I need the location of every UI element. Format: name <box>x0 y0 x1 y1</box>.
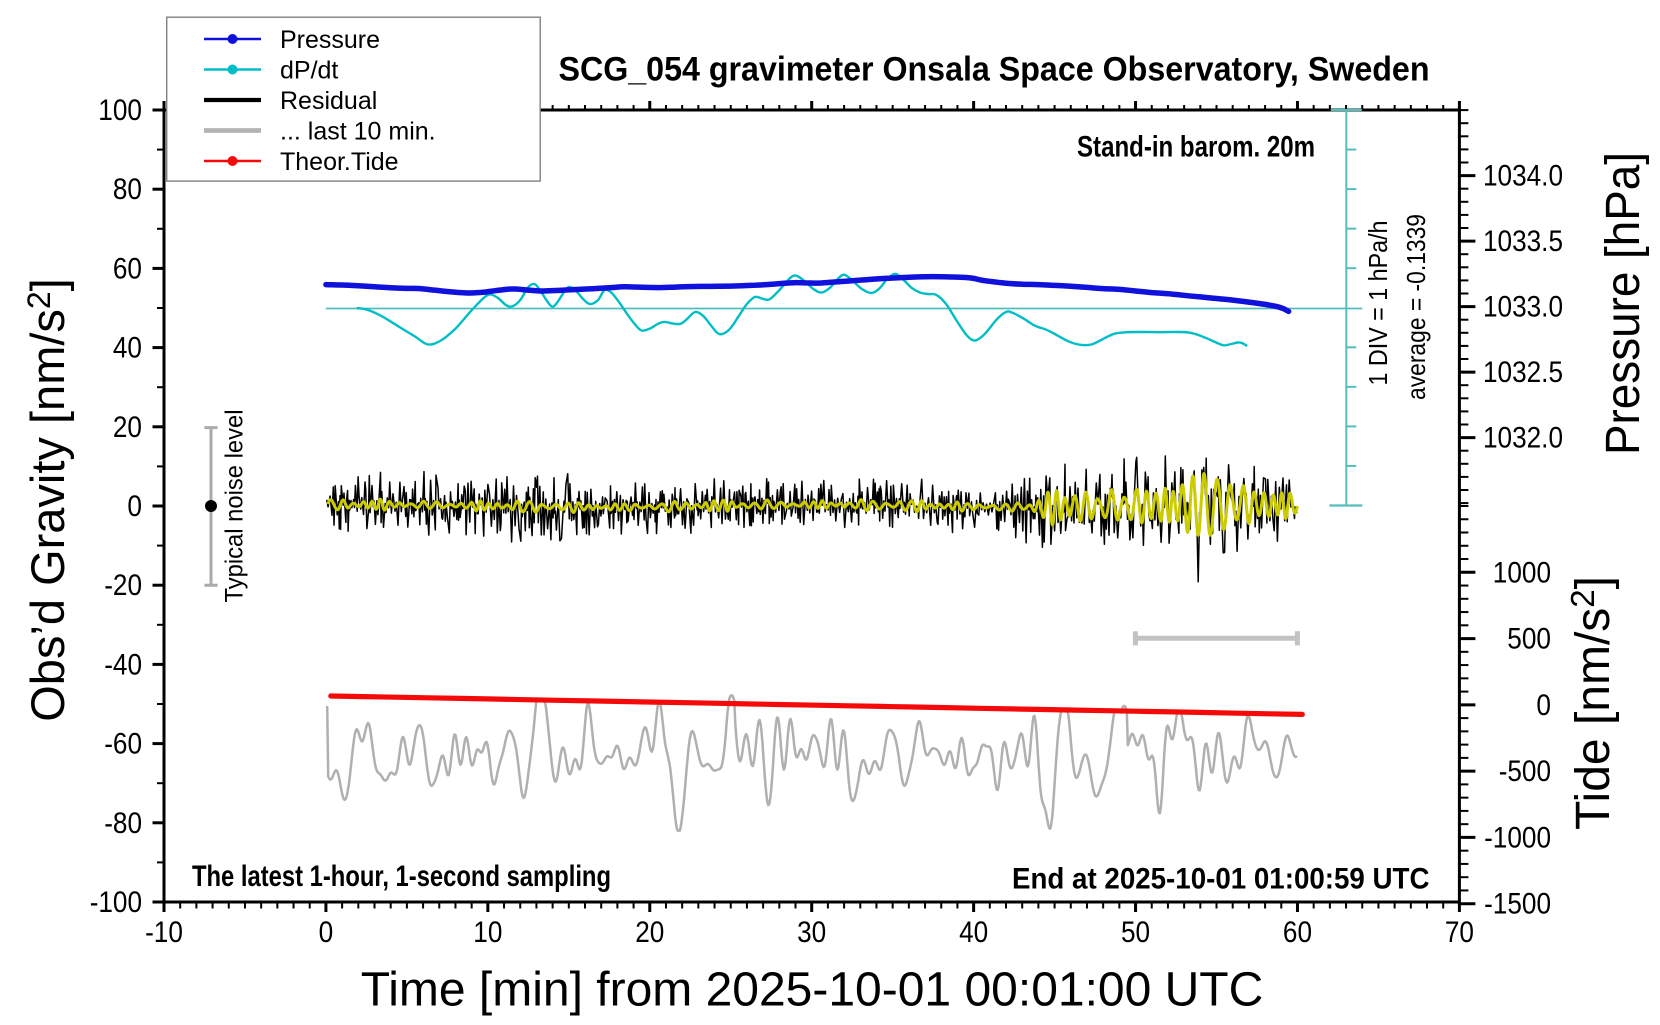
svg-text:SCG_054 gravimeter Onsala Spac: SCG_054 gravimeter Onsala Space Observat… <box>559 51 1430 89</box>
svg-text:500: 500 <box>1507 623 1551 656</box>
svg-text:Typical noise level: Typical noise level <box>221 410 249 603</box>
svg-text:40: 40 <box>959 916 988 949</box>
svg-text:70: 70 <box>1445 916 1474 949</box>
svg-text:1033.0: 1033.0 <box>1483 291 1563 324</box>
svg-text:-10: -10 <box>145 916 183 949</box>
svg-text:-1000: -1000 <box>1484 821 1551 854</box>
svg-text:Obs’d Gravity [nm/s2]: Obs’d Gravity [nm/s2] <box>21 278 74 722</box>
svg-text:Residual: Residual <box>280 87 377 115</box>
svg-text:-20: -20 <box>104 569 142 602</box>
svg-text:Theor.Tide: Theor.Tide <box>280 148 399 176</box>
svg-text:Pressure: Pressure <box>280 26 380 54</box>
svg-text:average = -0.1339: average = -0.1339 <box>1401 214 1431 400</box>
svg-text:0: 0 <box>127 490 142 523</box>
svg-text:30: 30 <box>797 916 826 949</box>
svg-text:-60: -60 <box>104 728 142 761</box>
svg-text:0: 0 <box>1536 689 1551 722</box>
svg-text:1032.0: 1032.0 <box>1483 422 1563 455</box>
svg-text:50: 50 <box>1121 916 1150 949</box>
svg-text:Time [min] from 2025-10-01 00:: Time [min] from 2025-10-01 00:01:00 UTC <box>361 964 1264 1017</box>
svg-text:Tide [nm/s2]: Tide [nm/s2] <box>1564 576 1620 830</box>
svg-text:10: 10 <box>473 916 502 949</box>
svg-text:1034.0: 1034.0 <box>1483 160 1563 193</box>
svg-text:20: 20 <box>635 916 664 949</box>
svg-text:1032.5: 1032.5 <box>1483 356 1563 389</box>
svg-text:80: 80 <box>113 173 142 206</box>
svg-text:-80: -80 <box>104 807 142 840</box>
svg-text:The latest 1-hour, 1-second sa: The latest 1-hour, 1-second sampling <box>192 860 611 893</box>
svg-text:1000: 1000 <box>1493 556 1551 589</box>
svg-text:... last 10 min.: ... last 10 min. <box>280 118 436 146</box>
svg-text:Pressure [hPa]: Pressure [hPa] <box>1597 152 1650 455</box>
svg-text:40: 40 <box>113 332 142 365</box>
svg-text:-500: -500 <box>1499 755 1551 788</box>
svg-text:End at 2025-10-01 01:00:59 UTC: End at 2025-10-01 01:00:59 UTC <box>1012 863 1430 896</box>
svg-text:-40: -40 <box>104 648 142 681</box>
svg-text:Stand-in barom. 20m: Stand-in barom. 20m <box>1077 131 1315 164</box>
svg-text:20: 20 <box>113 411 142 444</box>
svg-text:0: 0 <box>319 916 334 949</box>
svg-text:1 DIV = 1 hPa/h: 1 DIV = 1 hPa/h <box>1363 221 1393 386</box>
svg-text:1033.5: 1033.5 <box>1483 225 1563 258</box>
svg-text:60: 60 <box>1283 916 1312 949</box>
svg-text:60: 60 <box>113 252 142 285</box>
svg-text:-1500: -1500 <box>1484 888 1551 921</box>
svg-text:100: 100 <box>98 94 142 127</box>
svg-text:dP/dt: dP/dt <box>280 57 338 85</box>
svg-text:-100: -100 <box>90 886 142 919</box>
